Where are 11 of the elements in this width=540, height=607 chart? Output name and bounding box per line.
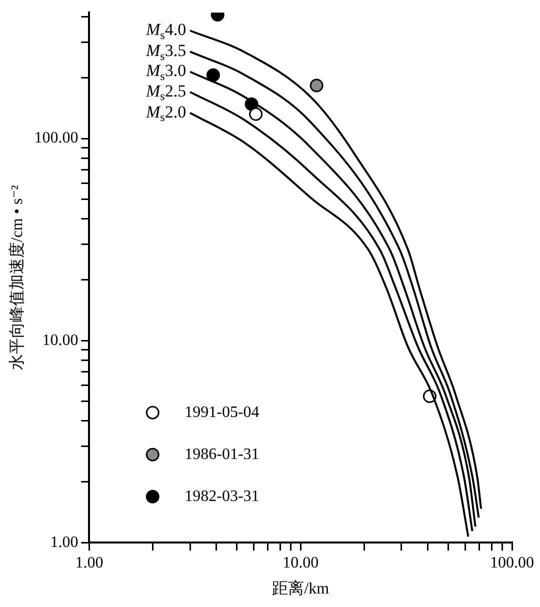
legend-label: 1991-05-04 [184, 404, 260, 421]
x-tick-label: 1.00 [75, 554, 104, 572]
y-tick-label: 100.00 [34, 130, 78, 147]
y-tick-label: 10.00 [42, 332, 78, 349]
x-tick-label: 100.00 [490, 554, 534, 572]
x-axis-title: 距离/km [272, 580, 330, 598]
x-tick-label: 10.00 [282, 554, 319, 572]
legend-label: 1982-03-31 [184, 488, 260, 505]
legend-label: 1986-01-31 [184, 446, 260, 463]
y-tick-label: 1.00 [50, 534, 78, 551]
y-axis-title: 水平向峰值加速度/cm • s⁻² [8, 184, 26, 370]
